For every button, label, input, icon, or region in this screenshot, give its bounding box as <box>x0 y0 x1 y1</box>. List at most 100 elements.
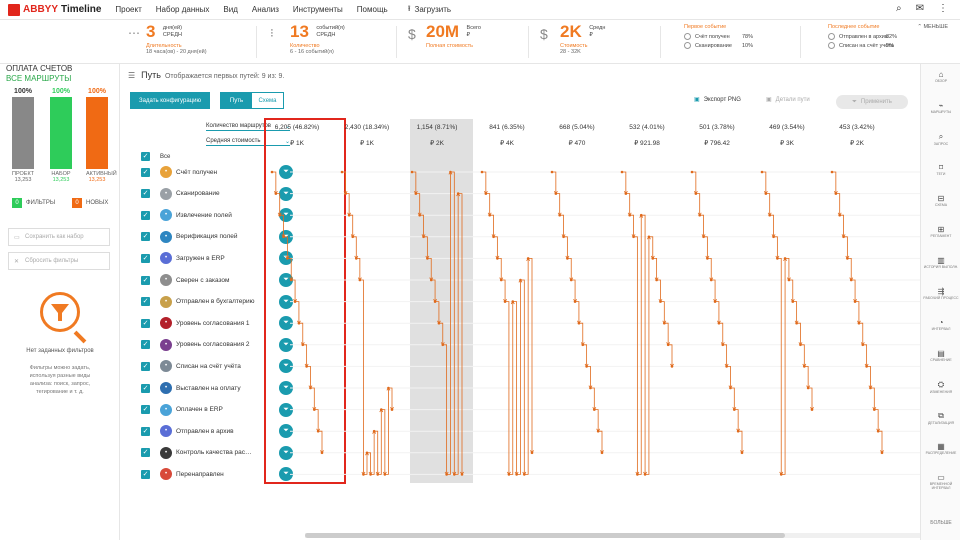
checkbox-icon[interactable]: ✓ <box>141 469 150 479</box>
checkbox-icon[interactable]: ✓ <box>141 426 150 436</box>
checkbox-icon[interactable]: ✓ <box>141 275 150 285</box>
checkbox-icon[interactable]: ✓ <box>141 297 150 307</box>
menu-item[interactable]: Инструменты <box>292 5 343 14</box>
avg-cost-select[interactable]: Средняя стоимость ⌄ <box>206 138 290 146</box>
sidebar-item[interactable]: ⊟ СХЕМА <box>921 194 960 207</box>
sidebar-item[interactable]: ⌁ МАРШРУТЫ <box>921 101 960 114</box>
reset-filters-button[interactable]: ✕ Сбросить фильтры <box>8 252 110 270</box>
filter-funnel-icon[interactable]: ⏷ <box>279 273 293 287</box>
select-all[interactable]: ✓ Все <box>141 152 170 161</box>
filter-funnel-icon[interactable]: ⏷ <box>279 445 293 460</box>
step-icon: • <box>160 274 172 286</box>
selected-path-frame[interactable] <box>264 118 346 484</box>
menu-item[interactable]: Анализ <box>251 5 279 14</box>
horizontal-scrollbar[interactable] <box>305 533 920 538</box>
filter-funnel-icon[interactable]: ⏷ <box>279 165 293 179</box>
step-row[interactable]: ✓ • Уровень согласования 1 ⏷ <box>141 315 293 331</box>
mail-icon[interactable]: ✉ <box>915 3 924 14</box>
sidebar-more[interactable]: БОЛЬШЕ <box>921 520 960 526</box>
upload-button[interactable]: ⭱ Загрузить <box>408 3 451 17</box>
checkbox-icon[interactable]: ✓ <box>141 167 150 177</box>
checkbox-icon[interactable]: ✓ <box>141 340 150 350</box>
step-row[interactable]: ✓ • Сверен с заказом ⏷ <box>141 272 293 288</box>
paths-chart[interactable] <box>270 152 920 532</box>
filter-funnel-icon[interactable]: ⏷ <box>279 402 293 417</box>
step-icon: • <box>160 425 172 438</box>
step-row[interactable]: ✓ • Списан на счёт учёта ⏷ <box>141 358 293 374</box>
filter-funnel-icon[interactable]: ⏷ <box>279 359 293 374</box>
sidebar-item[interactable]: ⛭ ИЗМЕНЕНИЯ <box>921 380 960 394</box>
sidebar-item[interactable]: ▭ ВРЕМЕННОЙ ИНТЕРВАЛ <box>921 473 960 490</box>
step-row[interactable]: ✓ • Перенаправлен ⏷ <box>141 466 293 482</box>
sidebar-item[interactable]: ⊞ РЕГЛАМЕНТ <box>921 225 960 238</box>
sidebar-item[interactable]: ⌂ ОБЗОР <box>921 70 960 83</box>
sidebar-item[interactable]: ⇶ РАБОЧИЙ ПРОЦЕСС <box>921 287 960 300</box>
path-segment <box>482 171 487 194</box>
path-segment <box>508 301 514 475</box>
filter-funnel-icon[interactable]: ⏷ <box>279 208 293 223</box>
menu-item[interactable]: Помощь <box>356 5 388 14</box>
first-event-header: Первое событие <box>684 24 727 30</box>
export-png-button[interactable]: ▣ Экспорт PNG <box>694 96 741 104</box>
filter-funnel-icon[interactable]: ⏷ <box>279 424 293 439</box>
bar-name: НАБОР <box>51 171 71 177</box>
filter-funnel-icon[interactable]: ⏷ <box>279 186 293 201</box>
path-segment <box>715 301 720 324</box>
filter-funnel-icon[interactable]: ⏷ <box>279 467 293 482</box>
filter-funnel-icon[interactable]: ⏷ <box>279 381 293 395</box>
sidebar-item[interactable]: ▦ РАСПРЕДЕЛЕНИЕ <box>921 442 960 455</box>
filter-funnel-icon[interactable]: ⏷ <box>279 294 293 309</box>
step-row[interactable]: ✓ • Счёт получен ⏷ <box>141 164 293 180</box>
step-row[interactable]: ✓ • Контроль качества рас… ⏷ <box>141 445 293 461</box>
routes-count-select[interactable]: Количество маршрутов ⌄ <box>206 123 290 131</box>
sidebar-item[interactable]: ▤ СРАВНЕНИЕ <box>921 349 960 362</box>
tab-path[interactable]: Путь <box>221 93 252 108</box>
step-row[interactable]: ✓ • Загружен в ERP ⏷ <box>141 250 293 266</box>
set-config-button[interactable]: Задать конфигурацию <box>130 92 210 109</box>
scrollbar-thumb <box>305 533 785 538</box>
checkbox-icon[interactable]: ✓ <box>141 210 150 220</box>
search-icon[interactable]: ⌕ <box>896 3 902 14</box>
top-bar: ABBYY Timeline Проект Набор данных Вид Анал… <box>0 0 960 20</box>
sidebar-item[interactable]: ▥ ИСТОРИЯ ВЫПОЛН. <box>921 256 960 269</box>
path-segment <box>489 214 494 237</box>
checkbox-icon[interactable]: ✓ <box>141 232 150 242</box>
filter-funnel-icon[interactable]: ⏷ <box>279 337 293 352</box>
step-row[interactable]: ✓ • Выставлен на оплату ⏷ <box>141 380 293 396</box>
filters-count[interactable]: 0 ФИЛЬТРЫ <box>12 198 55 208</box>
checkbox-icon[interactable]: ✓ <box>141 189 150 199</box>
filter-funnel-icon[interactable]: ⏷ <box>279 251 293 266</box>
sidebar-item[interactable]: ◔ ИНТЕРВАЛ <box>921 318 960 331</box>
tab-scheme[interactable]: Схема <box>258 97 277 104</box>
menu-item[interactable]: Вид <box>223 5 238 14</box>
path-column <box>550 170 604 455</box>
menu-item[interactable]: Набор данных <box>155 5 210 14</box>
apply-button[interactable]: ⏷ Применить <box>836 95 908 109</box>
more-vert-icon[interactable]: ⋮ <box>938 3 948 14</box>
path-details-button[interactable]: ▣ Детали пути <box>766 96 810 104</box>
checkbox-icon[interactable]: ✓ <box>141 253 150 263</box>
checkbox-icon[interactable]: ✓ <box>141 383 150 393</box>
new-count[interactable]: 0 НОВЫХ <box>72 198 108 208</box>
step-row[interactable]: ✓ • Отправлен в бухгалтерию ⏷ <box>141 294 293 310</box>
save-set-button[interactable]: ▭ Сохранить как набор <box>8 228 110 246</box>
sidebar-item[interactable]: ⌕ ЗАПРОС <box>921 132 960 146</box>
step-row[interactable]: ✓ • Уровень согласования 2 ⏷ <box>141 337 293 353</box>
filter-funnel-icon[interactable]: ⏷ <box>279 316 293 331</box>
checkbox-icon[interactable]: ✓ <box>141 448 150 458</box>
checkbox-icon[interactable]: ✓ <box>141 405 150 415</box>
checkbox-icon[interactable]: ✓ <box>141 361 150 371</box>
path-segment <box>711 279 716 302</box>
sidebar-icon: ⊞ <box>937 225 945 234</box>
step-row[interactable]: ✓ • Сканирование ⏷ <box>141 186 293 202</box>
step-row[interactable]: ✓ • Верификация полей ⏷ <box>141 229 293 245</box>
sidebar-item[interactable]: ⌑ ТЕГИ <box>921 163 960 176</box>
sidebar-label: ИНТЕРВАЛ <box>931 327 951 331</box>
less-toggle[interactable]: ⌃ МЕНЬШЕ <box>917 24 948 30</box>
menu-item[interactable]: Проект <box>115 5 142 14</box>
sidebar-item[interactable]: ⧉ ДЕТАЛИЗАЦИЯ <box>921 411 960 425</box>
step-row[interactable]: ✓ • Отправлен в архив ⏷ <box>141 423 293 439</box>
step-row[interactable]: ✓ • Извлечение полей ⏷ <box>141 207 293 223</box>
checkbox-icon[interactable]: ✓ <box>141 318 150 328</box>
step-row[interactable]: ✓ • Оплачен в ERP ⏷ <box>141 402 293 418</box>
